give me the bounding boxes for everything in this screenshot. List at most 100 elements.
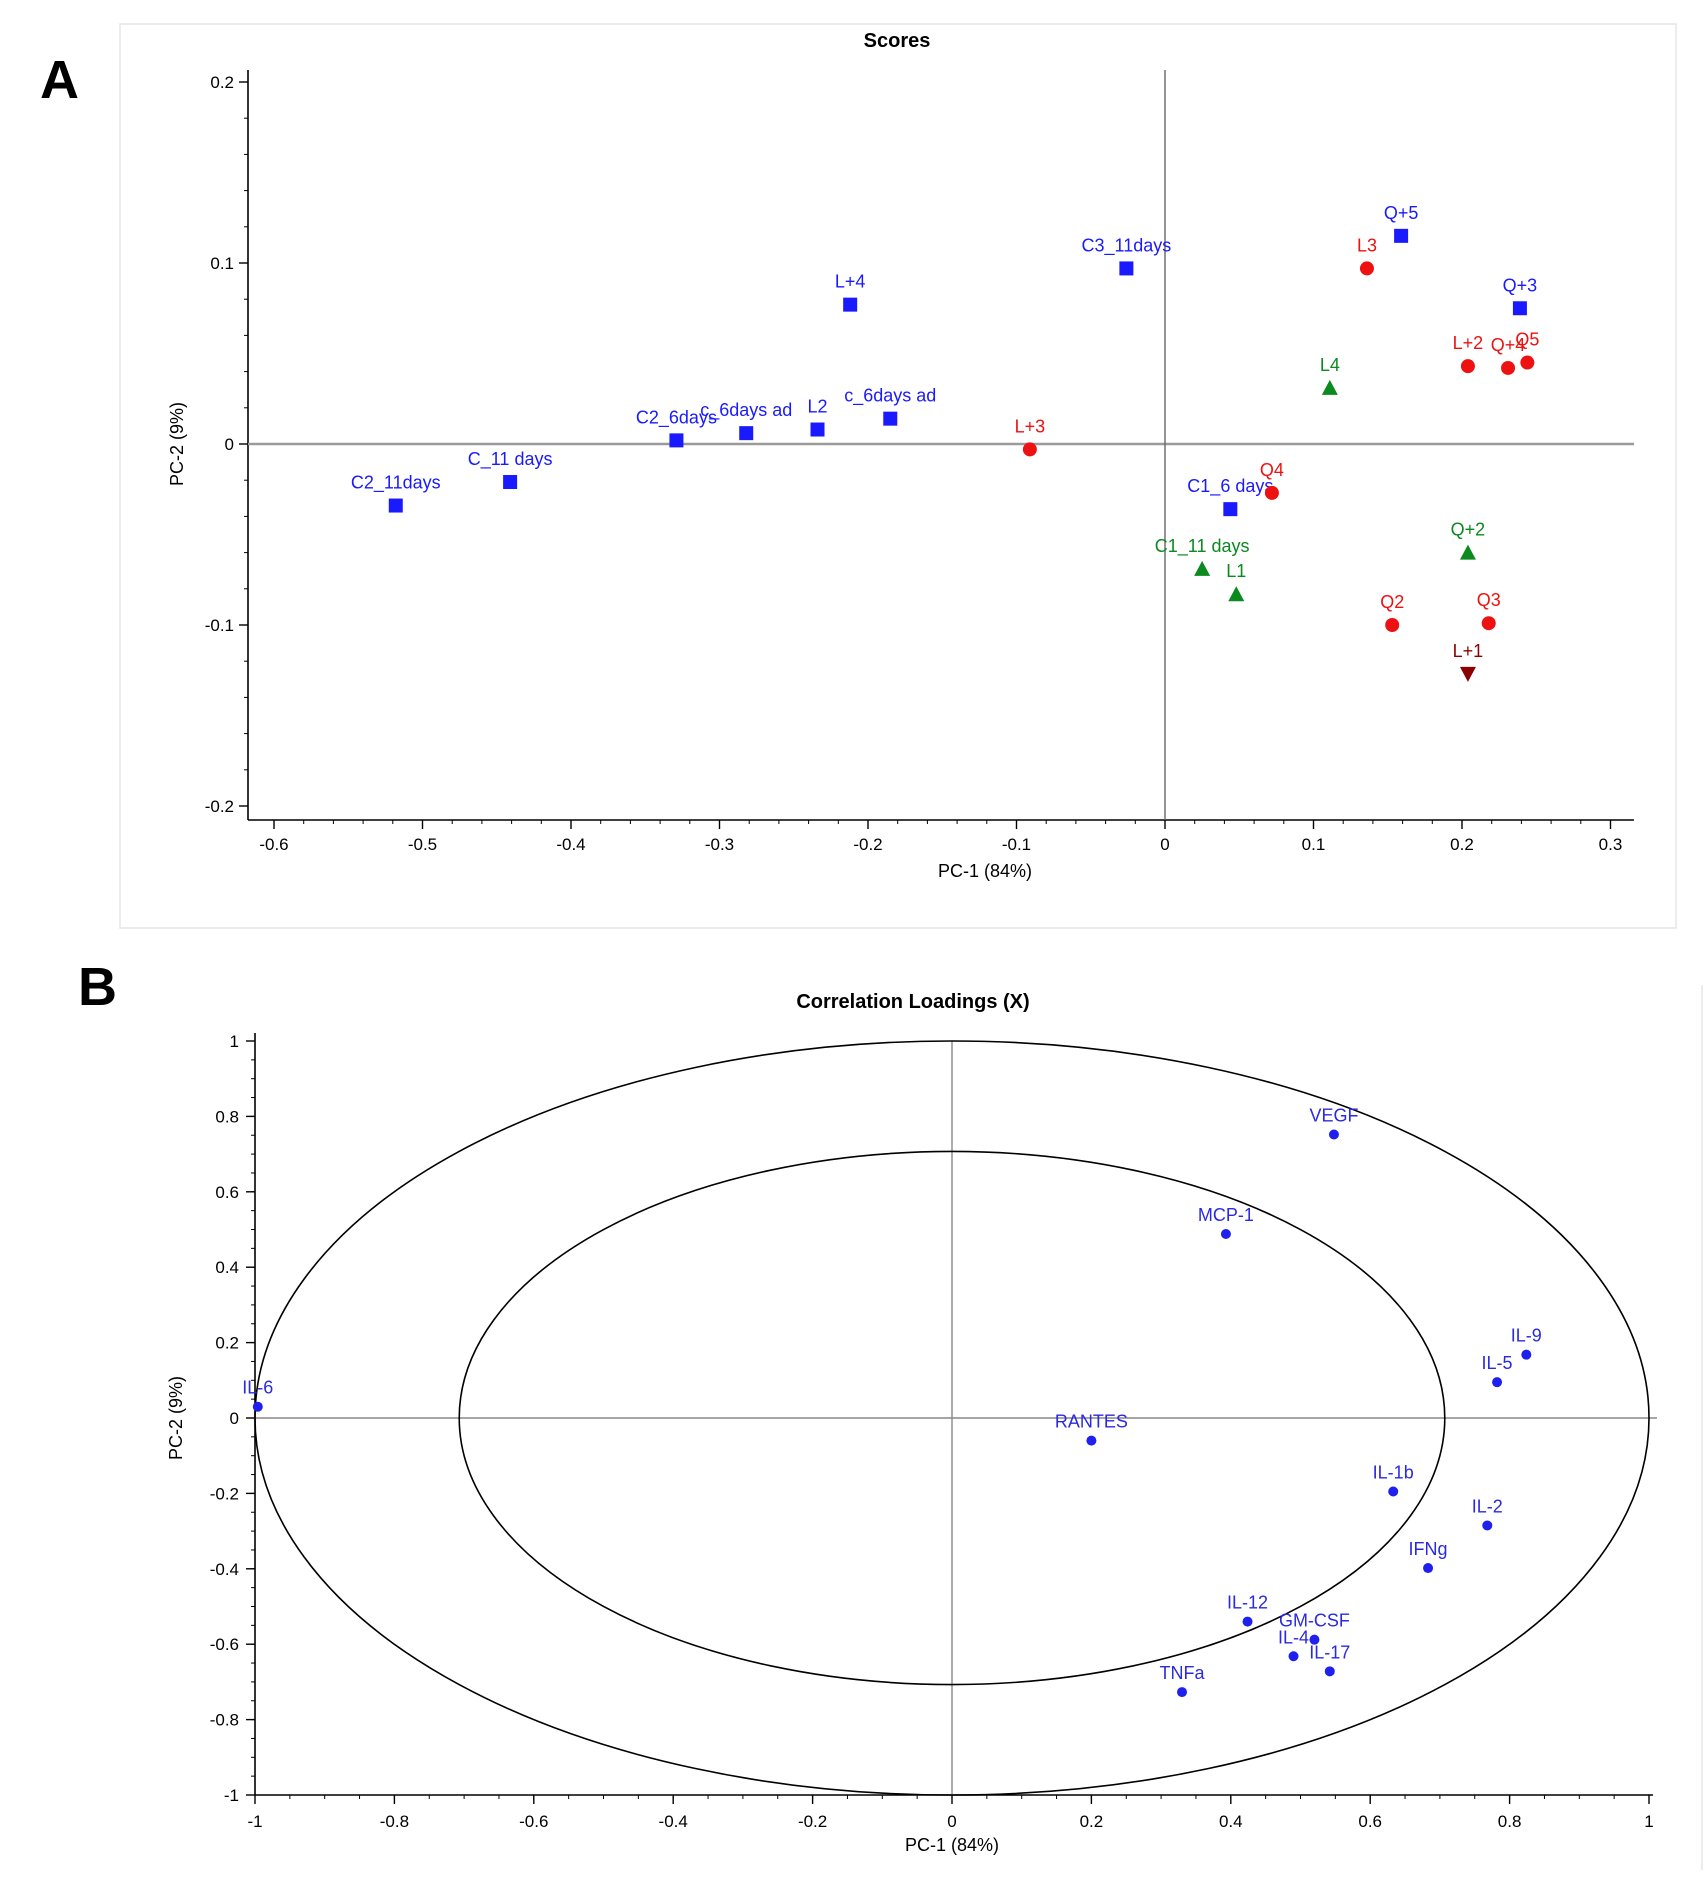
scores-point-square <box>1223 502 1238 517</box>
scores-point-label: L+1 <box>1453 641 1484 661</box>
loadings-x-axis-label: PC-1 (84%) <box>905 1835 999 1855</box>
scores-point-square <box>388 498 403 513</box>
loadings-x-tick-label: 0 <box>947 1812 956 1831</box>
scores-y-tick-label: 0.1 <box>210 254 234 273</box>
loadings-point-label: IL-9 <box>1511 1326 1542 1346</box>
loadings-point <box>1309 1634 1320 1645</box>
scores-point-label: c_6days ad <box>844 386 936 407</box>
loadings-y-tick-label: -1 <box>224 1786 239 1805</box>
loadings-y-tick-label: 0.4 <box>215 1258 239 1277</box>
loadings-point-label: TNFa <box>1160 1663 1206 1683</box>
loadings-x-tick-label: 0.2 <box>1080 1812 1104 1831</box>
scores-x-tick-label: -0.6 <box>259 835 288 854</box>
scores-point-label: Q5 <box>1515 330 1539 350</box>
loadings-inner-ellipse <box>458 1150 1446 1686</box>
scores-title: Scores <box>864 30 931 52</box>
scores-point-square <box>503 475 518 490</box>
loadings-y-tick-label: 0 <box>230 1409 239 1428</box>
loadings-x-tick-label: -0.6 <box>519 1812 548 1831</box>
scores-point-label: C_11 days <box>468 449 553 470</box>
loadings-y-tick-label: 0.6 <box>215 1183 239 1202</box>
scores-y-tick-label: -0.2 <box>205 797 234 816</box>
scores-point-circle <box>1481 616 1496 631</box>
scores-point-label: L+3 <box>1015 416 1046 436</box>
loadings-point-label: IL-2 <box>1472 1496 1503 1516</box>
scores-point-circle <box>1501 360 1516 375</box>
loadings-x-tick-label: -0.8 <box>380 1812 409 1831</box>
scores-point-label: C1_11 days <box>1155 536 1250 557</box>
scores-point-square <box>669 433 684 448</box>
scores-x-tick-label: 0.3 <box>1599 835 1623 854</box>
scores-point-label: L1 <box>1226 561 1246 581</box>
scores-point-label: L+4 <box>835 272 866 292</box>
scores-point-label: C2_6days <box>636 407 717 428</box>
scores-x-tick-label: -0.2 <box>853 835 882 854</box>
loadings-point-label: IL-17 <box>1309 1642 1350 1662</box>
loadings-point-label: IFNg <box>1409 1539 1448 1559</box>
loadings-x-tick-label: 0.8 <box>1498 1812 1522 1831</box>
scores-point-triangle-down <box>1459 666 1476 682</box>
scores-x-tick-label: -0.5 <box>408 835 437 854</box>
panel-a-frame <box>119 23 1677 929</box>
loadings-point-label: MCP-1 <box>1198 1205 1254 1225</box>
loadings-y-axis-label: PC-2 (9%) <box>166 1376 186 1460</box>
scores-point-circle <box>1022 442 1037 457</box>
panel-b-letter: B <box>78 957 117 1017</box>
scores-point-circle <box>1460 359 1475 374</box>
scores-point-circle <box>1264 485 1279 500</box>
scores-y-tick-label: -0.1 <box>205 616 234 635</box>
loadings-point <box>1086 1435 1097 1446</box>
scores-point-label: L4 <box>1320 355 1340 375</box>
loadings-point-label: IL-5 <box>1482 1353 1513 1373</box>
scores-x-axis-label: PC-1 (84%) <box>938 861 1032 881</box>
loadings-point <box>1242 1616 1253 1627</box>
loadings-y-tick-label: -0.8 <box>210 1711 239 1730</box>
scores-y-tick-label: 0.2 <box>210 73 234 92</box>
scores-point-label: c_6days ad <box>700 400 792 421</box>
loadings-point <box>1288 1651 1299 1662</box>
loadings-point <box>252 1401 263 1412</box>
scores-point-triangle <box>1459 544 1476 560</box>
loadings-y-tick-label: -0.2 <box>210 1484 239 1503</box>
scores-point-label: Q+5 <box>1384 203 1419 223</box>
loadings-point <box>1220 1229 1231 1240</box>
loadings-point-label: VEGF <box>1309 1105 1358 1125</box>
scores-point-label: Q4 <box>1260 460 1284 480</box>
scores-point-square <box>883 411 898 426</box>
scores-point-triangle <box>1228 586 1245 602</box>
loadings-point-label: IL-1b <box>1373 1463 1414 1483</box>
scores-point-label: Q2 <box>1380 592 1404 612</box>
scores-point-label: C2_11days <box>351 473 441 494</box>
scores-point-square <box>1119 261 1134 276</box>
scores-point-square <box>810 422 825 437</box>
scores-point-circle <box>1520 355 1535 370</box>
loadings-point <box>1177 1687 1188 1698</box>
scores-point-label: L3 <box>1357 235 1377 255</box>
scores-point-label: Q+3 <box>1503 275 1538 295</box>
loadings-point <box>1521 1349 1532 1360</box>
loadings-title: Correlation Loadings (X) <box>796 991 1029 1013</box>
loadings-y-tick-label: -0.6 <box>210 1635 239 1654</box>
loadings-point <box>1492 1377 1503 1388</box>
loadings-point-label: RANTES <box>1055 1412 1128 1432</box>
scores-point-label: L+2 <box>1453 333 1484 353</box>
scores-point-label: C1_6 days <box>1187 476 1273 497</box>
scores-point-square <box>843 297 858 312</box>
scores-point-label: L2 <box>807 397 827 417</box>
loadings-point <box>1328 1129 1339 1140</box>
scores-point-triangle <box>1194 560 1211 576</box>
scores-point-square <box>739 426 754 441</box>
loadings-point <box>1482 1520 1493 1531</box>
scores-point-circle <box>1385 618 1400 632</box>
scores-y-axis-label: PC-2 (9%) <box>167 402 187 486</box>
scores-point-label: Q+2 <box>1451 520 1486 540</box>
scores-point-triangle <box>1321 379 1338 395</box>
scores-point-square <box>1394 228 1409 243</box>
loadings-y-tick-label: 1 <box>230 1032 239 1051</box>
loadings-x-tick-label: 0.4 <box>1219 1812 1243 1831</box>
loadings-y-tick-label: -0.4 <box>210 1560 239 1579</box>
loadings-y-tick-label: 0.2 <box>215 1334 239 1353</box>
loadings-x-tick-label: -1 <box>247 1812 262 1831</box>
loadings-y-tick-label: 0.8 <box>215 1107 239 1126</box>
